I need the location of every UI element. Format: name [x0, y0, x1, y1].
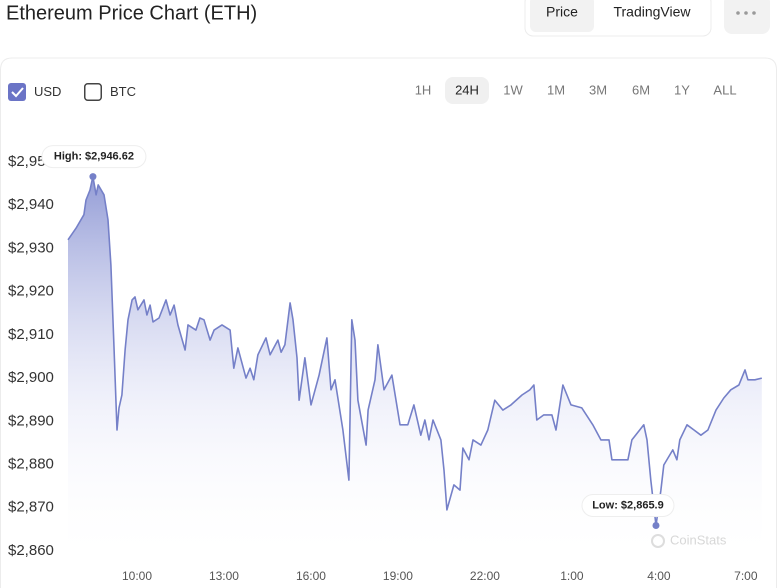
x-tick-label: 7:00 — [734, 569, 758, 583]
y-tick-label: $2,910 — [8, 326, 54, 343]
chart-card — [0, 57, 777, 588]
more-button[interactable] — [724, 0, 770, 34]
y-tick-label: $2,930 — [8, 239, 54, 256]
annotation-label: Low: $2,865.9 — [592, 499, 664, 511]
range-button[interactable]: 1M — [547, 82, 565, 97]
area-fill — [68, 176, 762, 565]
price-line — [67, 175, 762, 527]
dot — [744, 11, 748, 15]
y-tick-label: $2,920 — [8, 283, 54, 300]
checkbox[interactable] — [84, 83, 102, 101]
x-tick-label: 10:00 — [122, 569, 152, 583]
x-tick-label: 1:00 — [560, 569, 584, 583]
annotation-point — [89, 173, 97, 181]
dot — [736, 11, 740, 15]
y-tick-label: $2,880 — [8, 456, 54, 473]
range-button[interactable]: ALL — [713, 82, 736, 97]
y-tick-label: $2,860 — [8, 542, 54, 559]
tab[interactable]: TradingView — [613, 4, 691, 20]
x-tick-label: 19:00 — [383, 569, 413, 583]
annotation-box — [41, 145, 147, 169]
x-tick-label: 4:00 — [647, 569, 671, 583]
range-button[interactable]: 1H — [415, 82, 432, 97]
range-button[interactable]: 24H — [455, 82, 479, 97]
y-tick-label: $2,870 — [8, 499, 54, 516]
range-button[interactable]: 3M — [589, 82, 607, 97]
annotation-label: High: $2,946.62 — [54, 151, 134, 163]
tab[interactable]: Price — [546, 4, 578, 20]
checkmark — [11, 87, 24, 98]
y-tick-label: $2,900 — [8, 369, 54, 386]
annotation-point — [652, 521, 660, 529]
page-title: Ethereum Price Chart (ETH) — [6, 2, 257, 24]
range-button[interactable]: 1W — [503, 82, 523, 97]
x-tick-label: 16:00 — [296, 569, 326, 583]
range-active-bg — [445, 77, 489, 104]
x-tick-label: 13:00 — [209, 569, 239, 583]
annotation-box — [581, 493, 675, 517]
dot — [752, 11, 756, 15]
tab-active-bg — [530, 0, 594, 32]
range-button[interactable]: 6M — [632, 82, 650, 97]
y-tick-label: $2,940 — [8, 196, 54, 213]
y-tick-label: $2,890 — [8, 412, 54, 429]
checkbox-label: BTC — [110, 84, 136, 99]
checkbox-label: USD — [34, 84, 61, 99]
x-tick-label: 22:00 — [470, 569, 500, 583]
range-button[interactable]: 1Y — [674, 82, 690, 97]
checkbox[interactable] — [8, 83, 26, 101]
